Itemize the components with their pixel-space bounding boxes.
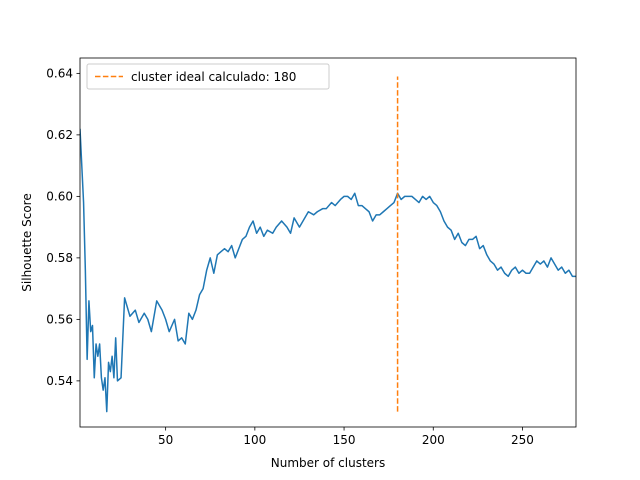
legend: cluster ideal calculado: 180 [86,63,330,90]
y-tick-label: 0.62 [46,128,73,142]
y-axis: 0.54 0.56 0.58 0.60 0.62 0.64 [46,66,80,388]
x-tick-label: 250 [511,433,534,447]
y-tick-label: 0.54 [46,374,73,388]
y-tick-label: 0.60 [46,189,73,203]
y-tick-label: 0.64 [46,66,73,80]
x-tick-label: 150 [333,433,356,447]
x-axis: 50 100 150 200 250 [158,427,534,447]
y-tick-label: 0.56 [46,312,73,326]
series-line-silhouette-score [80,128,576,413]
x-tick-label: 100 [243,433,266,447]
y-axis-label: Silhouette Score [20,193,34,291]
legend-label-ideal-cluster: cluster ideal calculado: 180 [131,70,296,84]
axes-frame [79,57,577,428]
x-tick-label: 50 [158,433,173,447]
x-tick-label: 200 [422,433,445,447]
x-axis-label: Number of clusters [271,456,385,470]
plot-area [80,76,576,413]
legend-box [86,63,330,90]
y-tick-label: 0.58 [46,251,73,265]
